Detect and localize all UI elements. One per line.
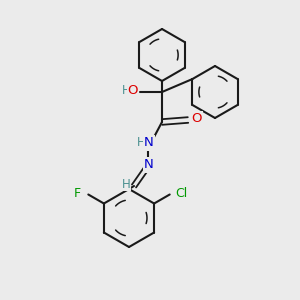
Text: Cl: Cl (176, 187, 188, 200)
Text: F: F (74, 187, 81, 200)
Text: N: N (144, 158, 154, 172)
Text: O: O (192, 112, 202, 125)
Text: H: H (122, 178, 130, 190)
Text: H: H (136, 136, 146, 149)
Text: O: O (128, 85, 138, 98)
Text: N: N (144, 136, 154, 149)
Text: H: H (122, 85, 130, 98)
